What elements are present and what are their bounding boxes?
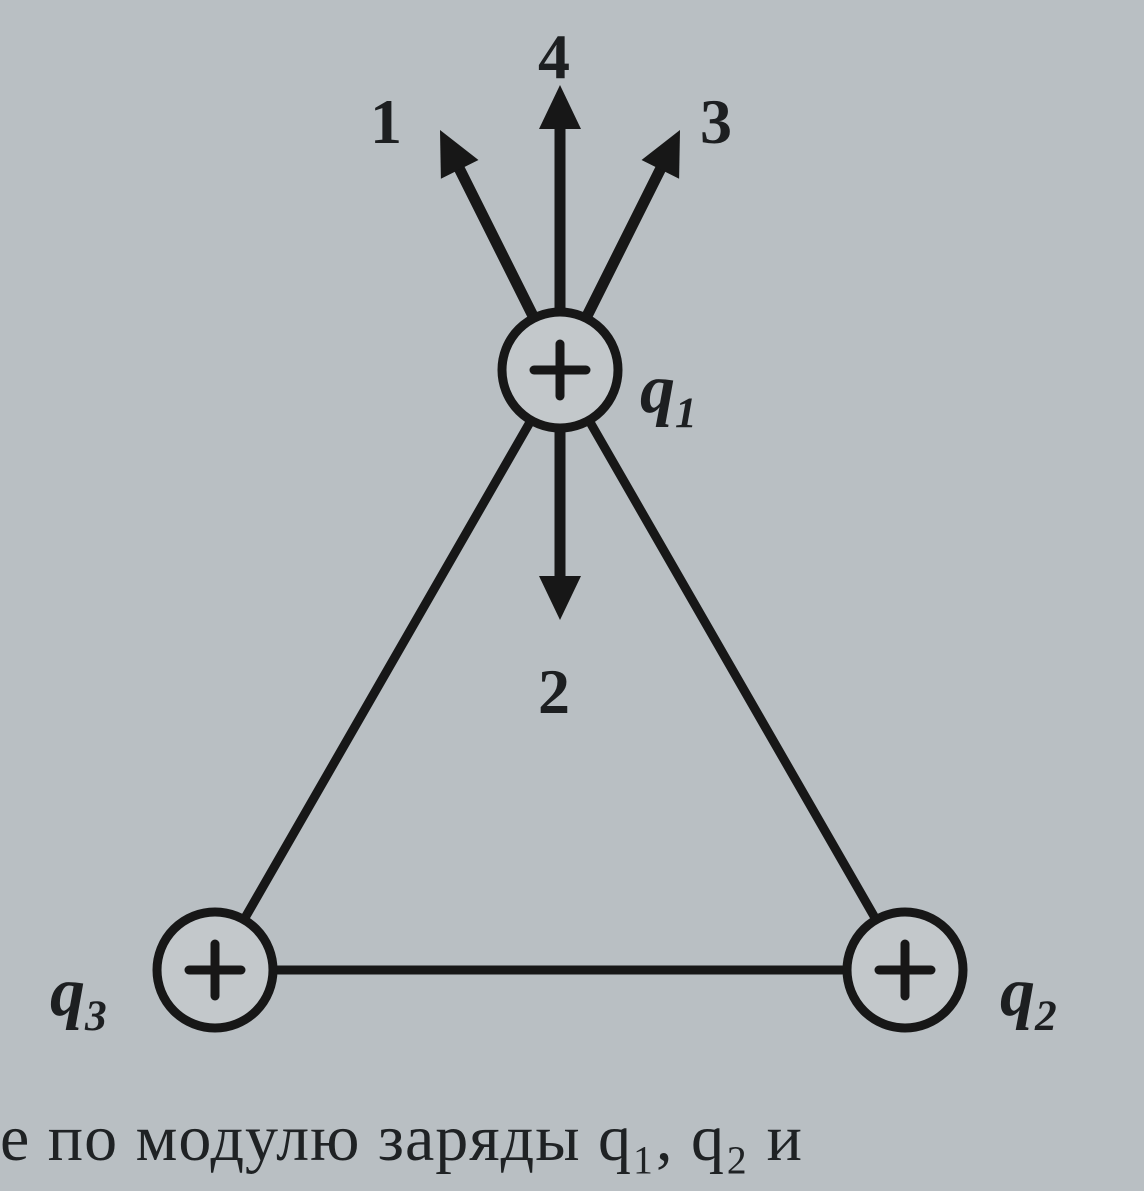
vector-label-4: 4 [538, 25, 570, 89]
charge-label-q1: q1 [640, 355, 697, 435]
charge-label-q3: q3 [50, 958, 107, 1038]
force-vector-4 [539, 85, 581, 312]
charge-q2 [847, 912, 963, 1028]
charge-label-q2: q2 [1000, 958, 1057, 1038]
force-vector-2 [539, 428, 581, 620]
charge-q1 [502, 312, 618, 428]
force-vector-3 [586, 130, 680, 318]
caption-fragment: е по модулю заряды q₁, q₂ и [0, 1101, 803, 1177]
vector-label-3: 3 [700, 90, 732, 154]
force-vector-1 [440, 130, 534, 318]
vector-label-2: 2 [538, 660, 570, 724]
charge-q3 [157, 912, 273, 1028]
vector-label-1: 1 [370, 90, 402, 154]
physics-diagram [0, 0, 1144, 1191]
